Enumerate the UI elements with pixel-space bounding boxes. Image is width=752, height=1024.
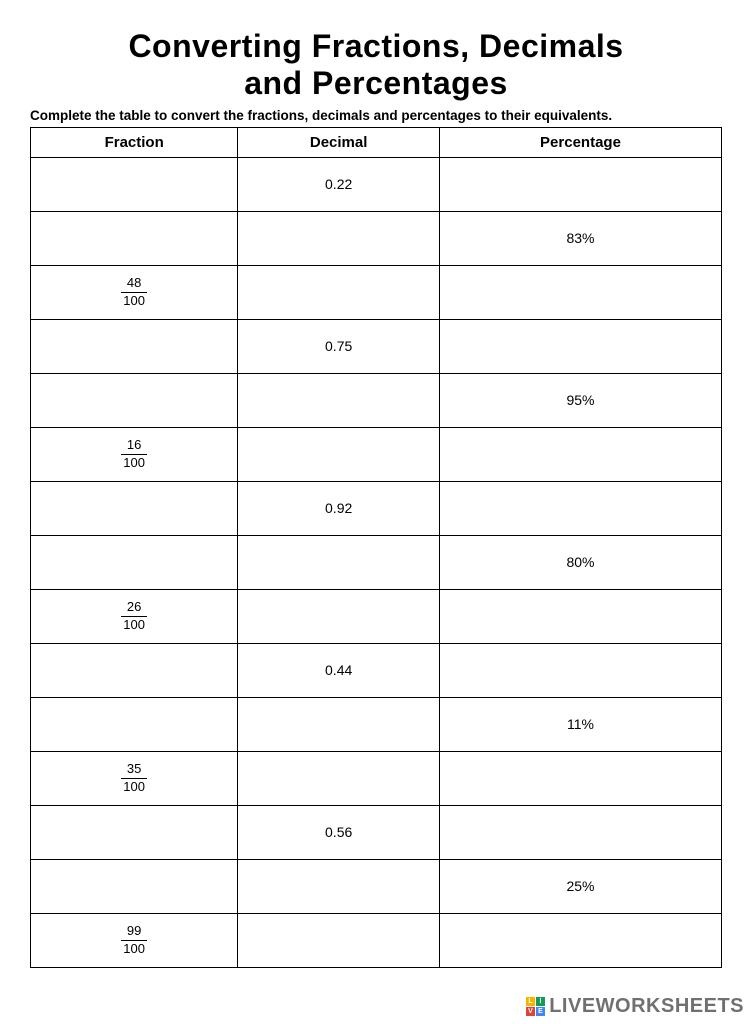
fraction-cell[interactable] (31, 805, 238, 859)
logo-cell: L (526, 997, 535, 1006)
table-row: 25% (31, 859, 722, 913)
fraction-cell[interactable]: 48100 (31, 265, 238, 319)
percentage-cell[interactable] (439, 589, 721, 643)
fraction-cell[interactable] (31, 211, 238, 265)
percentage-cell[interactable] (439, 427, 721, 481)
title-line-2: and Percentages (244, 65, 508, 101)
logo-cell: I (536, 997, 545, 1006)
fraction-value: 26100 (121, 600, 147, 633)
table-row: 35100 (31, 751, 722, 805)
logo-cell: E (536, 1007, 545, 1016)
percentage-cell[interactable] (439, 157, 721, 211)
percentage-cell[interactable]: 95% (439, 373, 721, 427)
fraction-numerator: 48 (121, 276, 147, 293)
watermark-logo-icon: L I V E (526, 997, 545, 1016)
percentage-cell[interactable] (439, 913, 721, 967)
col-percentage: Percentage (439, 127, 721, 157)
fraction-cell[interactable]: 35100 (31, 751, 238, 805)
percentage-cell[interactable] (439, 751, 721, 805)
fraction-value: 35100 (121, 762, 147, 795)
decimal-cell[interactable] (238, 859, 440, 913)
table-row: 83% (31, 211, 722, 265)
fraction-cell[interactable] (31, 481, 238, 535)
decimal-cell[interactable] (238, 373, 440, 427)
decimal-cell[interactable]: 0.44 (238, 643, 440, 697)
fraction-cell[interactable] (31, 697, 238, 751)
fraction-cell[interactable]: 16100 (31, 427, 238, 481)
instructions-text: Complete the table to convert the fracti… (30, 108, 722, 123)
decimal-cell[interactable]: 0.22 (238, 157, 440, 211)
page-title: Converting Fractions, Decimals and Perce… (30, 28, 722, 102)
table-header-row: Fraction Decimal Percentage (31, 127, 722, 157)
decimal-cell[interactable]: 0.56 (238, 805, 440, 859)
fraction-cell[interactable]: 99100 (31, 913, 238, 967)
fraction-numerator: 35 (121, 762, 147, 779)
decimal-cell[interactable] (238, 265, 440, 319)
table-row: 16100 (31, 427, 722, 481)
percentage-cell[interactable]: 83% (439, 211, 721, 265)
table-row: 11% (31, 697, 722, 751)
percentage-cell[interactable] (439, 265, 721, 319)
percentage-cell[interactable]: 80% (439, 535, 721, 589)
fraction-denominator: 100 (121, 941, 147, 957)
table-row: 0.56 (31, 805, 722, 859)
fraction-value: 48100 (121, 276, 147, 309)
fraction-cell[interactable] (31, 373, 238, 427)
table-row: 99100 (31, 913, 722, 967)
fraction-numerator: 99 (121, 924, 147, 941)
decimal-cell[interactable]: 0.75 (238, 319, 440, 373)
percentage-cell[interactable] (439, 643, 721, 697)
fraction-cell[interactable] (31, 535, 238, 589)
fraction-numerator: 16 (121, 438, 147, 455)
fraction-denominator: 100 (121, 455, 147, 471)
watermark-text: LIVEWORKSHEETS (549, 995, 744, 1018)
table-row: 95% (31, 373, 722, 427)
table-row: 26100 (31, 589, 722, 643)
fraction-cell[interactable] (31, 859, 238, 913)
table-row: 0.75 (31, 319, 722, 373)
fraction-value: 99100 (121, 924, 147, 957)
decimal-cell[interactable] (238, 427, 440, 481)
percentage-cell[interactable]: 11% (439, 697, 721, 751)
fraction-denominator: 100 (121, 617, 147, 633)
fraction-denominator: 100 (121, 293, 147, 309)
table-row: 80% (31, 535, 722, 589)
fraction-value: 16100 (121, 438, 147, 471)
fraction-cell[interactable] (31, 157, 238, 211)
table-row: 48100 (31, 265, 722, 319)
table-row: 0.22 (31, 157, 722, 211)
table-row: 0.44 (31, 643, 722, 697)
decimal-cell[interactable] (238, 211, 440, 265)
fraction-denominator: 100 (121, 779, 147, 795)
title-line-1: Converting Fractions, Decimals (128, 28, 623, 64)
decimal-cell[interactable] (238, 589, 440, 643)
fraction-cell[interactable]: 26100 (31, 589, 238, 643)
watermark: L I V E LIVEWORKSHEETS (526, 995, 744, 1018)
decimal-cell[interactable] (238, 697, 440, 751)
percentage-cell[interactable] (439, 481, 721, 535)
col-fraction: Fraction (31, 127, 238, 157)
percentage-cell[interactable]: 25% (439, 859, 721, 913)
decimal-cell[interactable] (238, 913, 440, 967)
percentage-cell[interactable] (439, 319, 721, 373)
conversion-table: Fraction Decimal Percentage 0.2283%48100… (30, 127, 722, 968)
decimal-cell[interactable]: 0.92 (238, 481, 440, 535)
col-decimal: Decimal (238, 127, 440, 157)
fraction-cell[interactable] (31, 319, 238, 373)
percentage-cell[interactable] (439, 805, 721, 859)
fraction-numerator: 26 (121, 600, 147, 617)
table-row: 0.92 (31, 481, 722, 535)
logo-cell: V (526, 1007, 535, 1016)
decimal-cell[interactable] (238, 535, 440, 589)
fraction-cell[interactable] (31, 643, 238, 697)
decimal-cell[interactable] (238, 751, 440, 805)
